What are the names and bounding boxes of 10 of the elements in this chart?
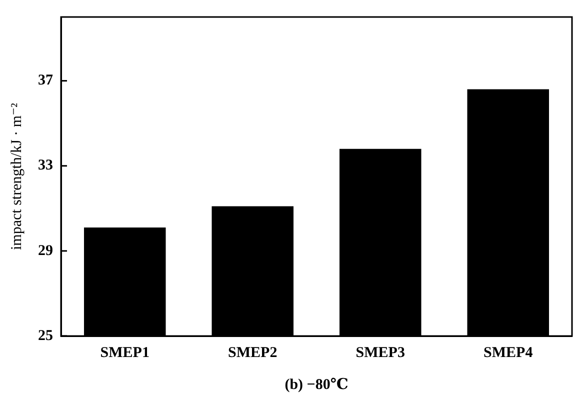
y-tick-label: 29 [38,242,53,259]
y-tick-label: 25 [38,328,53,344]
y-tick-label: 37 [38,72,54,89]
x-tick-label: SMEP4 [484,344,534,361]
x-tick-label: SMEP2 [228,344,278,361]
x-tick-label: SMEP1 [100,344,150,361]
y-tick-label: 33 [38,158,53,174]
x-tick-label: SMEP3 [356,344,405,361]
y-axis-title: impact strength/kJ · m⁻² [8,102,25,250]
x-axis-title: (b) −80℃ [284,376,348,393]
